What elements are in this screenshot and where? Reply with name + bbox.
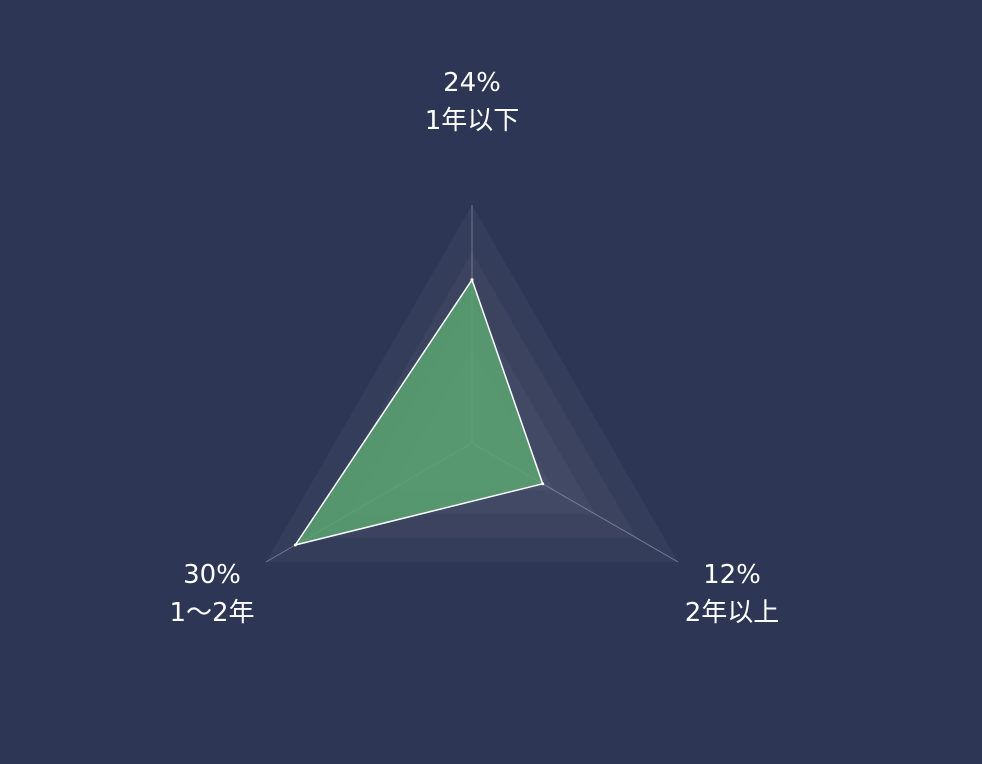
axis-label-top: 24% 1年以下 <box>372 64 572 140</box>
axis-name-right: 2年以上 <box>684 598 780 628</box>
value-label-top: 24% <box>443 68 501 98</box>
value-label-left: 30% <box>183 560 241 590</box>
axis-label-right: 12% 2年以上 <box>632 556 832 632</box>
axis-name-left: 1～2年 <box>169 598 255 628</box>
radar-series-area <box>294 279 544 546</box>
axis-name-top: 1年以下 <box>424 106 520 136</box>
radar-point-0 <box>470 278 474 282</box>
radar-point-1 <box>541 482 545 486</box>
value-label-right: 12% <box>703 560 761 590</box>
radar-point-2 <box>293 543 297 547</box>
axis-label-left: 30% 1～2年 <box>112 556 312 632</box>
